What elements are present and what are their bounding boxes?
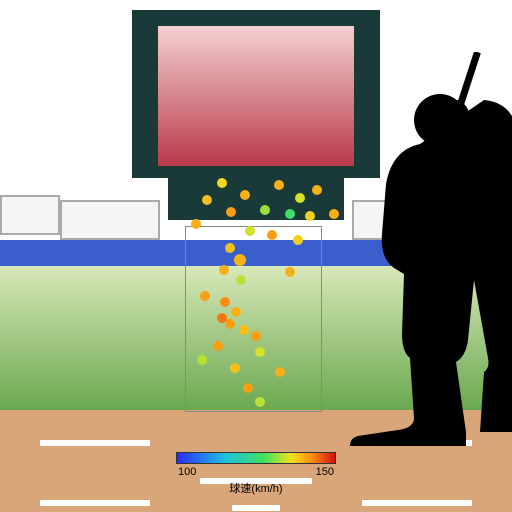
pitch-marker (293, 235, 303, 245)
stadium-stand (60, 200, 160, 240)
pitch-marker (239, 325, 249, 335)
pitch-marker (274, 180, 284, 190)
pitch-marker (240, 190, 250, 200)
batters-box-line (40, 440, 150, 446)
color-legend: 100 150 球速(km/h) (176, 452, 336, 496)
legend-gradient (176, 452, 336, 464)
pitch-marker (225, 243, 235, 253)
pitch-marker (217, 178, 227, 188)
home-plate-line (232, 505, 280, 511)
pitch-marker (285, 267, 295, 277)
pitch-marker (191, 219, 201, 229)
pitch-marker (312, 185, 322, 195)
batters-box-line (40, 500, 150, 506)
stadium-stand (0, 195, 60, 235)
pitch-marker (295, 193, 305, 203)
pitch-marker (243, 383, 253, 393)
pitch-marker (231, 307, 241, 317)
pitch-marker (305, 211, 315, 221)
pitch-marker (202, 195, 212, 205)
legend-label: 球速(km/h) (176, 480, 336, 496)
batter-silhouette (324, 52, 512, 504)
tick: 100 (178, 466, 196, 478)
legend-ticks: 100 150 (176, 466, 336, 478)
pitch-marker (230, 363, 240, 373)
pitch-marker (225, 319, 235, 329)
pitch-marker (200, 291, 210, 301)
pitch-location-chart: 100 150 球速(km/h) (0, 0, 512, 512)
pitch-marker (285, 209, 295, 219)
pitch-marker (245, 226, 255, 236)
pitch-marker (275, 367, 285, 377)
strike-zone (185, 226, 322, 412)
pitch-marker (251, 331, 261, 341)
pitch-marker (197, 355, 207, 365)
tick: 150 (316, 466, 334, 478)
pitch-marker (220, 297, 230, 307)
pitch-marker (236, 275, 246, 285)
pitch-marker (260, 205, 270, 215)
pitch-marker (267, 230, 277, 240)
pitch-marker (234, 254, 246, 266)
pitch-marker (255, 397, 265, 407)
pitch-marker (226, 207, 236, 217)
pitch-marker (219, 265, 229, 275)
pitch-marker (213, 341, 223, 351)
pitch-marker (255, 347, 265, 357)
